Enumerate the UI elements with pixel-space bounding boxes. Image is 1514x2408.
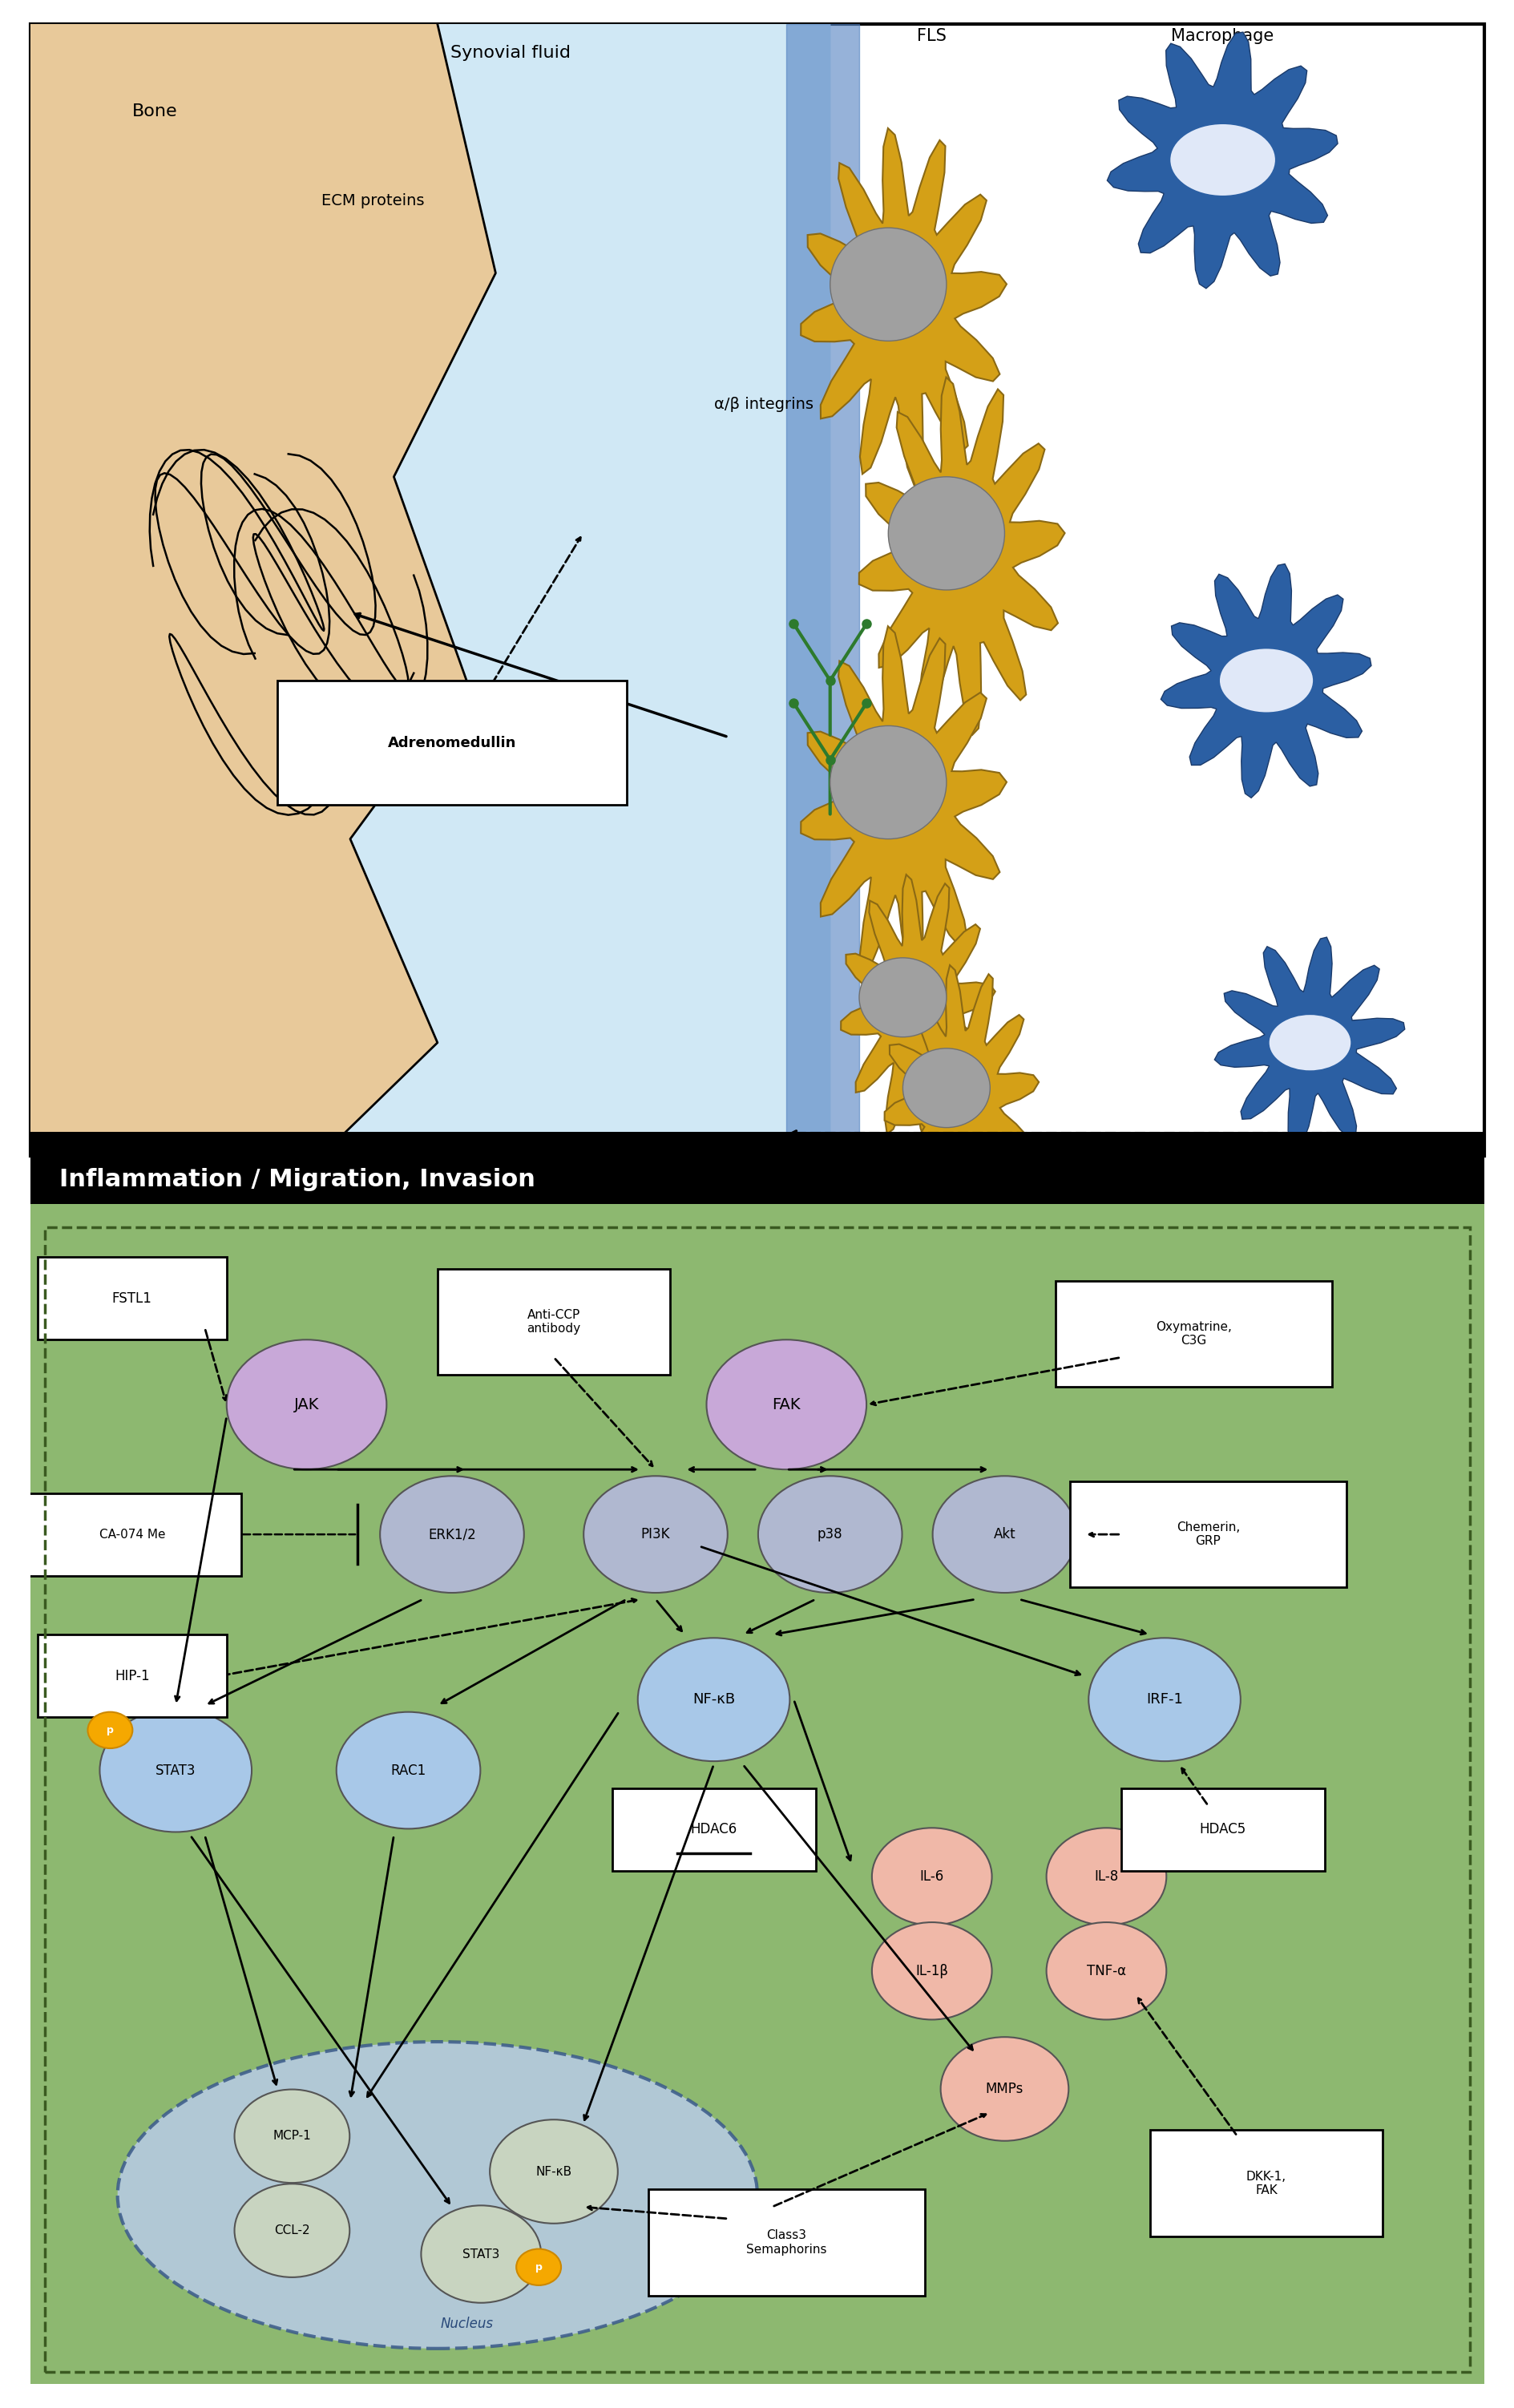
Ellipse shape xyxy=(1170,125,1275,195)
Polygon shape xyxy=(801,626,1007,985)
Circle shape xyxy=(1089,1637,1240,1760)
Circle shape xyxy=(706,1339,866,1469)
FancyBboxPatch shape xyxy=(1149,2131,1382,2237)
Text: Class3
Semaphorins: Class3 Semaphorins xyxy=(746,2230,827,2256)
Polygon shape xyxy=(840,874,995,1144)
Text: ECM proteins: ECM proteins xyxy=(321,193,424,209)
Text: Anti-CCP
antibody: Anti-CCP antibody xyxy=(527,1310,580,1334)
Text: MMPs: MMPs xyxy=(986,2083,1023,2095)
Ellipse shape xyxy=(1219,648,1313,713)
Text: ERK1/2: ERK1/2 xyxy=(428,1527,475,1541)
Polygon shape xyxy=(884,966,1039,1233)
Text: NF-κB: NF-κB xyxy=(536,2165,572,2177)
Polygon shape xyxy=(321,24,830,1156)
Circle shape xyxy=(1046,1828,1166,1926)
Text: JAK: JAK xyxy=(294,1397,319,1411)
Text: NF-κB: NF-κB xyxy=(692,1693,734,1707)
Text: IL-6: IL-6 xyxy=(919,1869,943,1883)
Ellipse shape xyxy=(830,725,946,838)
Text: Inflammation / Migration, Invasion: Inflammation / Migration, Invasion xyxy=(59,1168,534,1192)
Text: Synovial fluid: Synovial fluid xyxy=(450,46,569,60)
Ellipse shape xyxy=(902,1047,990,1127)
Circle shape xyxy=(336,1712,480,1828)
Text: α/β integrins: α/β integrins xyxy=(713,397,813,412)
Text: FSTL1: FSTL1 xyxy=(112,1291,151,1305)
FancyBboxPatch shape xyxy=(648,2189,924,2295)
Circle shape xyxy=(940,2037,1067,2141)
Text: FLS: FLS xyxy=(916,29,946,43)
Ellipse shape xyxy=(887,477,1004,590)
Text: Nucleus: Nucleus xyxy=(441,2316,492,2331)
Circle shape xyxy=(516,2249,560,2285)
Circle shape xyxy=(489,2119,618,2223)
FancyBboxPatch shape xyxy=(38,1635,227,1717)
Text: HDAC6: HDAC6 xyxy=(690,1823,737,1837)
FancyBboxPatch shape xyxy=(1069,1481,1346,1587)
Text: IL-8: IL-8 xyxy=(1093,1869,1117,1883)
Text: HDAC5: HDAC5 xyxy=(1199,1823,1246,1837)
Polygon shape xyxy=(30,1132,1484,1228)
Text: FAK: FAK xyxy=(772,1397,801,1411)
Ellipse shape xyxy=(1269,1014,1350,1072)
FancyBboxPatch shape xyxy=(23,1493,241,1575)
Circle shape xyxy=(757,1476,902,1592)
Circle shape xyxy=(88,1712,132,1748)
Circle shape xyxy=(637,1637,789,1760)
Circle shape xyxy=(235,2184,350,2278)
Text: p38: p38 xyxy=(818,1527,842,1541)
Ellipse shape xyxy=(118,2042,757,2348)
Polygon shape xyxy=(30,1204,1484,2384)
Circle shape xyxy=(1046,1922,1166,2020)
Polygon shape xyxy=(801,128,1007,486)
Circle shape xyxy=(227,1339,386,1469)
Text: IRF-1: IRF-1 xyxy=(1146,1693,1182,1707)
Ellipse shape xyxy=(858,958,946,1038)
Circle shape xyxy=(421,2206,540,2302)
Text: IL-1β: IL-1β xyxy=(914,1965,948,1977)
Polygon shape xyxy=(1214,937,1403,1149)
FancyBboxPatch shape xyxy=(30,24,1484,1156)
Text: p: p xyxy=(534,2261,542,2273)
Text: p: p xyxy=(106,1724,114,1736)
Text: CCL-2: CCL-2 xyxy=(274,2225,310,2237)
Polygon shape xyxy=(1160,563,1370,797)
FancyBboxPatch shape xyxy=(438,1269,669,1375)
FancyBboxPatch shape xyxy=(612,1789,815,1871)
Text: TNF-α: TNF-α xyxy=(1086,1965,1125,1977)
Circle shape xyxy=(583,1476,727,1592)
Text: STAT3: STAT3 xyxy=(156,1763,195,1777)
Circle shape xyxy=(100,1710,251,1832)
Polygon shape xyxy=(786,24,858,1156)
Text: Macrophage: Macrophage xyxy=(1170,29,1273,43)
FancyBboxPatch shape xyxy=(1055,1281,1331,1387)
Circle shape xyxy=(933,1476,1076,1592)
Text: Bone: Bone xyxy=(132,104,177,120)
Polygon shape xyxy=(1107,31,1337,289)
Polygon shape xyxy=(30,24,495,1156)
Text: Chemerin,
GRP: Chemerin, GRP xyxy=(1176,1522,1240,1548)
Polygon shape xyxy=(858,378,1064,734)
Text: RAC1: RAC1 xyxy=(391,1763,425,1777)
FancyBboxPatch shape xyxy=(1120,1789,1323,1871)
FancyBboxPatch shape xyxy=(277,681,627,804)
Circle shape xyxy=(380,1476,524,1592)
Text: CA-074 Me: CA-074 Me xyxy=(98,1529,165,1541)
Text: Akt: Akt xyxy=(993,1527,1016,1541)
Text: PI3K: PI3K xyxy=(640,1527,669,1541)
Text: Adrenomedullin: Adrenomedullin xyxy=(388,734,516,749)
Text: Oxymatrine,
C3G: Oxymatrine, C3G xyxy=(1155,1322,1231,1346)
FancyBboxPatch shape xyxy=(38,1257,227,1339)
Text: DKK-1,
FAK: DKK-1, FAK xyxy=(1246,2170,1285,2196)
Text: HIP-1: HIP-1 xyxy=(115,1669,150,1683)
Circle shape xyxy=(235,2090,350,2184)
Text: MCP-1: MCP-1 xyxy=(273,2131,310,2143)
Text: STAT3: STAT3 xyxy=(462,2249,500,2261)
Circle shape xyxy=(872,1828,992,1926)
Ellipse shape xyxy=(830,229,946,342)
Circle shape xyxy=(872,1922,992,2020)
